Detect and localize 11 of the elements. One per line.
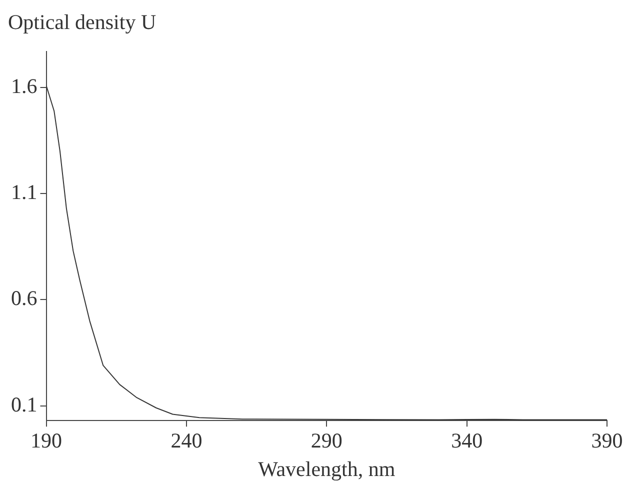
y-tick-label: 1.1 [11,180,38,204]
x-tick-label: 340 [451,428,483,453]
x-tick-label: 390 [591,428,623,453]
x-tick-label: 240 [170,428,202,453]
y-tick-label: 0.1 [11,392,38,416]
y-tick-label: 0.6 [11,286,38,310]
x-axis-title: Wavelength, nm [258,456,396,481]
y-tick-label: 1.6 [11,74,38,98]
x-tick-label: 190 [30,428,62,453]
y-axis-title: Optical density U [8,9,158,36]
x-tick-label: 290 [310,428,342,453]
